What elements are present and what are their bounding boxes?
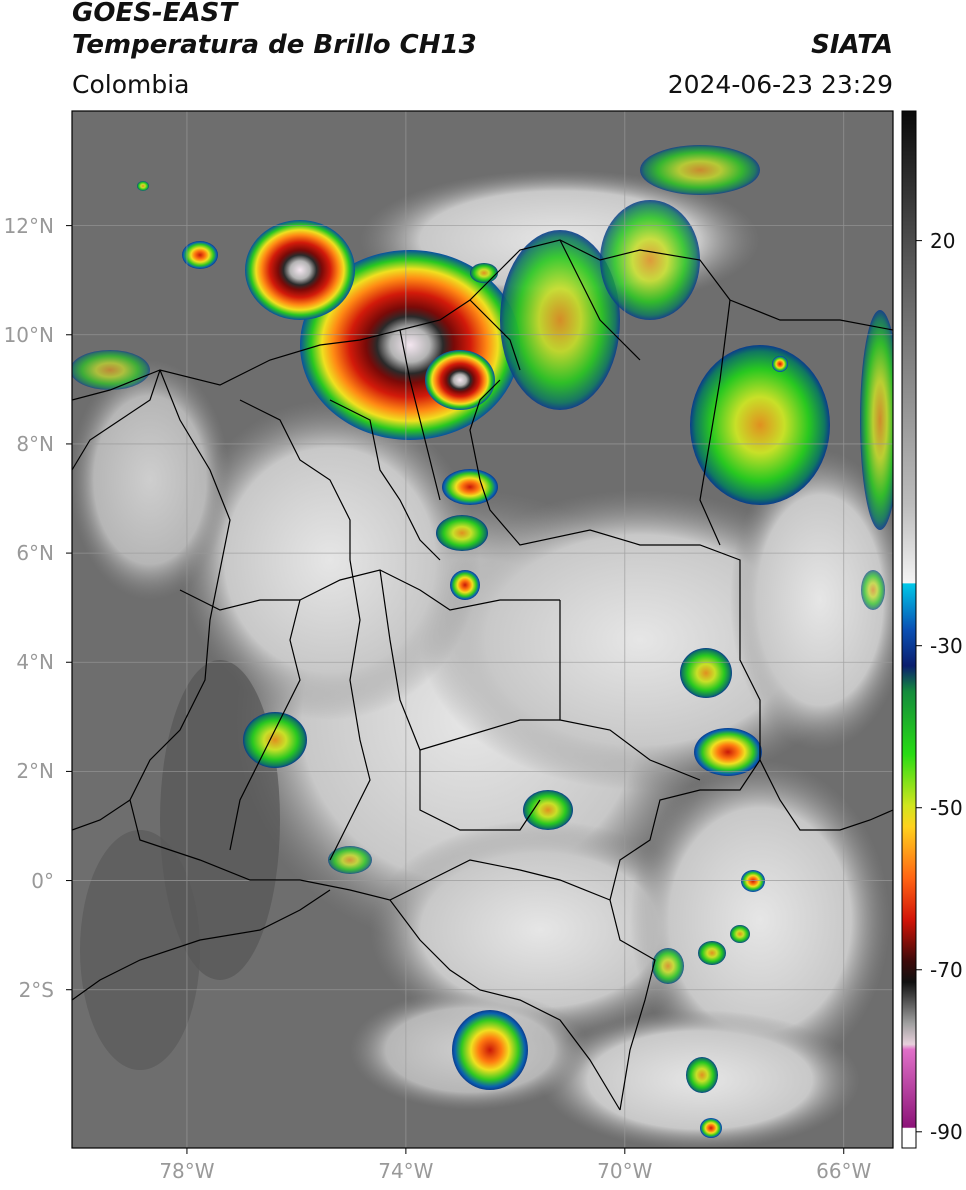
boundaries: [72, 239, 893, 1111]
lat-label-4n: 4°N: [16, 650, 54, 675]
colorbar-label-minus70: -70: [930, 957, 963, 982]
lon-label-66w: 66°W: [816, 1159, 872, 1183]
satellite-title: GOES-EAST: [72, 0, 238, 28]
colorbar-ticks: [916, 240, 922, 1133]
lon-ticks: [186, 1148, 845, 1154]
product-title: Temperatura de Brillo CH13: [72, 30, 477, 60]
lat-label-0: 0°: [31, 868, 54, 893]
lon-label-70w: 70°W: [597, 1159, 653, 1183]
map-frame: [71, 110, 894, 1149]
lat-label-6n: 6°N: [16, 541, 54, 566]
colorbar: [901, 110, 917, 1149]
lon-label-74w: 74°W: [378, 1159, 434, 1183]
colorbar-label-minus90: -90: [930, 1119, 963, 1144]
timestamp-label: 2024-06-23 23:29: [667, 70, 893, 99]
lat-label-8n: 8°N: [16, 431, 54, 456]
lat-label-2n: 2°N: [16, 759, 54, 784]
region-label: Colombia: [72, 70, 190, 99]
imagery-layer: [72, 111, 893, 1148]
graticule: [72, 111, 893, 1148]
lat-label-12n: 12°N: [3, 213, 54, 238]
colorbar-label-minus50: -50: [930, 795, 963, 820]
lon-label-78w: 78°W: [159, 1159, 215, 1183]
colorbar-label-20: 20: [930, 228, 956, 253]
brand-label: SIATA: [811, 30, 893, 60]
lat-label-10n: 10°N: [3, 322, 54, 347]
colorbar-label-minus30: -30: [930, 633, 963, 658]
lat-ticks: [66, 225, 72, 991]
lat-label-2s: 2°S: [18, 977, 54, 1002]
